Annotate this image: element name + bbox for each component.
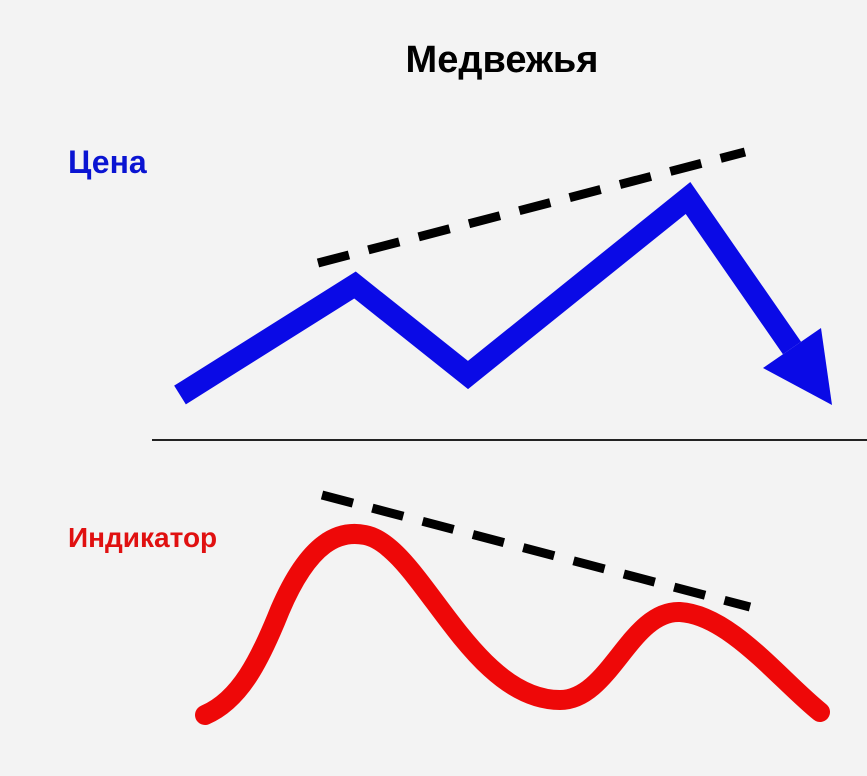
indicator-trend-line bbox=[320, 490, 752, 612]
title: Медвежья bbox=[406, 39, 599, 81]
price-line bbox=[174, 182, 802, 405]
price-label: Цена bbox=[68, 144, 147, 180]
price-trend-line bbox=[316, 147, 747, 268]
indicator-label: Индикатор bbox=[68, 522, 217, 553]
indicator-curve bbox=[195, 523, 830, 725]
price-arrowhead bbox=[763, 328, 832, 405]
